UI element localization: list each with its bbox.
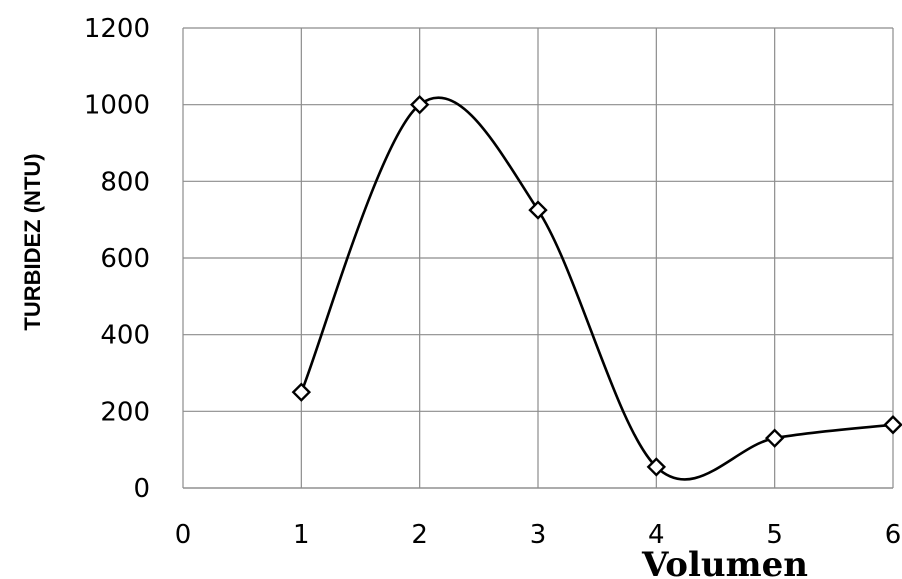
x-tick-label: 0: [175, 520, 192, 550]
data-point-marker: [646, 457, 667, 477]
y-tick-label: 1000: [84, 91, 150, 121]
series-layer: [291, 94, 902, 481]
data-point-marker: [528, 200, 548, 220]
data-point-marker: [409, 94, 430, 115]
y-tick-label: 600: [100, 244, 150, 274]
tick-labels: 0 200 400 600 800 1000 1200 0 1 2 3 4 5 6: [84, 14, 901, 550]
data-point-marker: [291, 382, 312, 402]
axis-layer: [182, 28, 893, 489]
y-tick-label: 1200: [84, 14, 150, 44]
y-tick-label: 400: [100, 321, 150, 351]
grid-layer: [183, 27, 894, 489]
data-point-marker: [883, 415, 902, 435]
x-tick-label: 3: [530, 520, 547, 550]
data-point-marker: [764, 428, 785, 448]
y-axis-label: TURBIDEZ (NTU): [20, 153, 45, 330]
x-tick-label: 1: [293, 520, 310, 550]
y-tick-label: 200: [100, 397, 150, 427]
x-tick-label: 2: [411, 520, 428, 550]
y-tick-label: 0: [133, 474, 150, 504]
x-tick-label: 4: [648, 520, 665, 550]
y-tick-label: 800: [100, 167, 150, 197]
x-tick-label: 5: [766, 520, 783, 550]
x-tick-label: 6: [885, 520, 902, 550]
x-axis-label: Volumen: [641, 545, 808, 579]
series-line: [300, 96, 894, 481]
